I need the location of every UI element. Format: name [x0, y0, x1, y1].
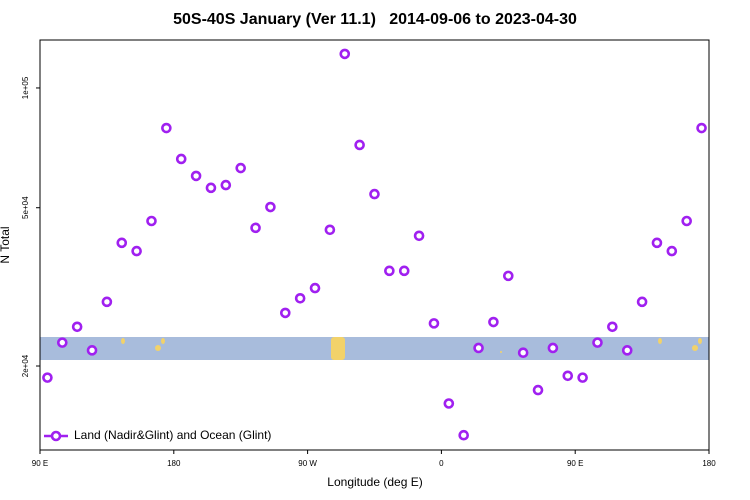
- point: [86, 345, 98, 356]
- point: [309, 282, 321, 294]
- point: [443, 398, 455, 409]
- y-tick-label: 2e+04: [21, 354, 30, 377]
- point: [488, 316, 499, 328]
- point: [71, 321, 83, 333]
- point: [42, 372, 53, 383]
- point: [56, 337, 68, 348]
- point: [279, 307, 291, 319]
- land-specks: [121, 337, 702, 360]
- point: [696, 122, 707, 134]
- point: [161, 122, 172, 134]
- legend-label: Land (Nadir&Glint) and Ocean (Glint): [74, 428, 271, 442]
- point: [235, 162, 246, 174]
- point: [651, 237, 663, 249]
- point: [473, 342, 484, 354]
- point: [636, 296, 648, 308]
- point: [101, 296, 113, 308]
- x-tick-label: 90 W: [298, 459, 317, 468]
- legend-marker: [50, 430, 62, 442]
- plot-frame: [39, 39, 710, 451]
- y-tick-label: 5e+04: [21, 196, 30, 219]
- x-tick-label: 90 E: [567, 459, 583, 468]
- point: [547, 342, 559, 354]
- point: [220, 179, 232, 191]
- point: [146, 215, 157, 227]
- point: [607, 321, 618, 333]
- point: [413, 230, 425, 242]
- point: [592, 337, 603, 348]
- x-tick-label: 180: [702, 459, 716, 468]
- point: [428, 318, 440, 329]
- point: [339, 48, 351, 60]
- point: [354, 139, 365, 151]
- point: [369, 188, 380, 200]
- point: [205, 182, 217, 194]
- point: [577, 372, 588, 383]
- point: [190, 170, 202, 182]
- point: [621, 345, 633, 356]
- point: [294, 292, 306, 304]
- point: [250, 222, 261, 234]
- point: [175, 153, 187, 165]
- point: [458, 429, 470, 441]
- point: [384, 265, 395, 277]
- chart-title: 50S-40S January (Ver 11.1) 2014-09-06 to…: [173, 11, 577, 28]
- point: [532, 384, 544, 396]
- point: [265, 201, 276, 213]
- land-ocean-band: [40, 337, 709, 360]
- point: [131, 245, 142, 257]
- point: [681, 215, 693, 227]
- y-tick-label: 1e+05: [21, 76, 30, 99]
- y-axis-label: N Total: [0, 226, 12, 263]
- point: [398, 265, 410, 277]
- x-tick-label: 180: [167, 459, 181, 468]
- point: [502, 270, 514, 282]
- x-tick-label: 90 E: [32, 459, 48, 468]
- point: [324, 224, 336, 236]
- point: [517, 347, 529, 359]
- point: [116, 237, 128, 249]
- point: [666, 245, 678, 257]
- x-axis-label: Longitude (deg E): [327, 475, 422, 489]
- point: [562, 370, 574, 382]
- x-tick-label: 0: [439, 459, 444, 468]
